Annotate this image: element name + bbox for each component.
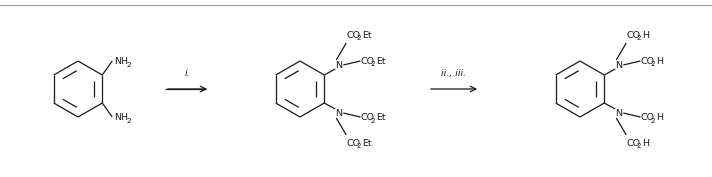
Text: CO: CO: [360, 56, 375, 65]
Text: H: H: [656, 113, 664, 121]
Text: H: H: [656, 56, 664, 65]
Text: 2: 2: [357, 144, 362, 150]
Text: CO: CO: [627, 138, 640, 147]
Text: Et: Et: [376, 113, 386, 121]
Text: N: N: [614, 61, 622, 70]
Text: CO: CO: [640, 113, 654, 121]
Text: 2: 2: [637, 36, 642, 41]
Text: 2: 2: [637, 144, 642, 150]
Text: H: H: [642, 138, 649, 147]
Text: ii., iii.: ii., iii.: [441, 69, 466, 78]
Text: 2: 2: [127, 118, 132, 124]
Text: i.: i.: [184, 69, 190, 78]
Text: 2: 2: [127, 62, 132, 68]
Text: CO: CO: [346, 138, 360, 147]
Text: Et: Et: [362, 138, 372, 147]
Text: 2: 2: [371, 61, 375, 67]
Text: 2: 2: [357, 36, 362, 41]
Text: N: N: [335, 61, 342, 70]
Text: Et: Et: [376, 56, 386, 65]
Text: H: H: [642, 30, 649, 39]
Text: 2: 2: [651, 61, 655, 67]
Text: CO: CO: [346, 30, 360, 39]
Text: N: N: [335, 109, 342, 118]
Text: CO: CO: [360, 113, 375, 121]
Text: NH: NH: [114, 113, 128, 121]
Text: Et: Et: [362, 30, 372, 39]
Text: CO: CO: [627, 30, 640, 39]
Text: 2: 2: [651, 118, 655, 124]
Text: 2: 2: [371, 118, 375, 124]
Text: CO: CO: [640, 56, 654, 65]
Text: NH: NH: [114, 56, 128, 65]
Text: N: N: [614, 109, 622, 118]
